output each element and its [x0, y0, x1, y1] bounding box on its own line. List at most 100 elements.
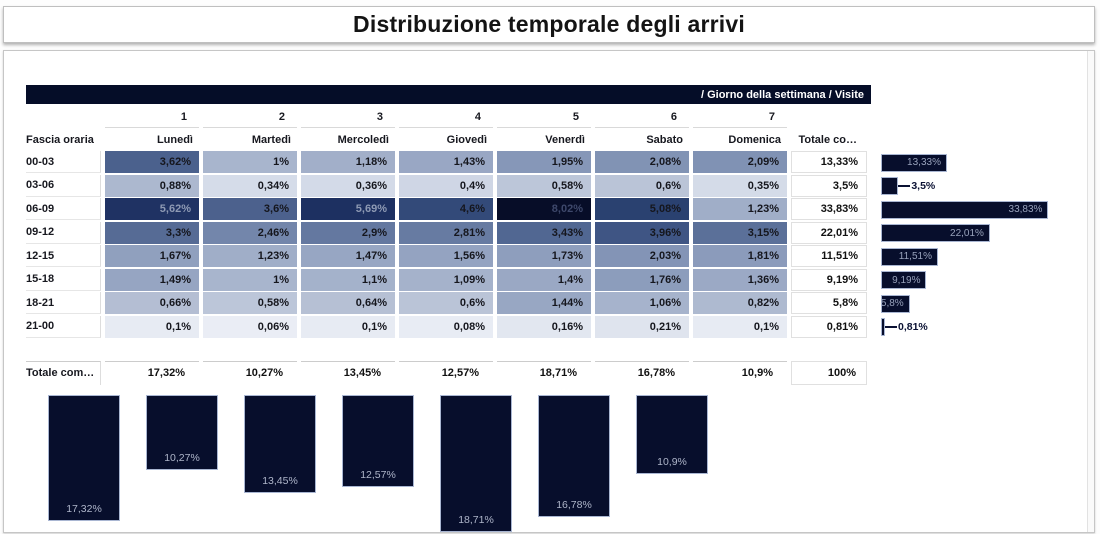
heatmap-cell[interactable]: 0,88%	[105, 174, 199, 197]
heatmap-cell[interactable]: 0,66%	[105, 292, 199, 314]
row-label[interactable]: 09-12	[26, 221, 101, 244]
heatmap-cell[interactable]: 3,62%	[105, 151, 199, 173]
heatmap-cell[interactable]: 1,18%	[301, 151, 395, 173]
heatmap-cell[interactable]: 1,1%	[301, 268, 395, 291]
column-total-bar-cell: 17,32%	[26, 394, 120, 534]
heatmap-cell[interactable]: 5,62%	[105, 198, 199, 220]
column-header-day[interactable]: Venerdì	[545, 134, 585, 146]
heatmap-cell[interactable]: 0,08%	[399, 315, 493, 338]
heatmap-cell[interactable]: 2,09%	[693, 151, 787, 173]
heatmap-cell[interactable]: 3,6%	[203, 198, 297, 220]
heatmap-cell[interactable]: 1,49%	[105, 268, 199, 291]
heatmap-cell[interactable]: 1,23%	[203, 245, 297, 267]
column-header-day[interactable]: Lunedì	[156, 134, 193, 146]
row-total-bar[interactable]: 33,83%	[881, 200, 1049, 219]
heatmap-cell[interactable]: 0,21%	[595, 315, 689, 338]
scrollbar-gutter[interactable]	[1087, 51, 1094, 532]
row-total-bar[interactable]	[881, 318, 885, 337]
heatmap-cell[interactable]: 1,4%	[497, 268, 591, 291]
heatmap-cell[interactable]: 1,36%	[693, 268, 787, 291]
column-total-bar[interactable]: 10,27%	[146, 394, 218, 470]
heatmap-cell[interactable]: 1%	[203, 268, 297, 291]
column-header-day[interactable]: Domenica	[728, 134, 781, 146]
heatmap-cell[interactable]: 2,46%	[203, 221, 297, 244]
heatmap-cell[interactable]: 0,1%	[693, 315, 787, 338]
bar-label-connector	[898, 185, 911, 188]
heatmap-cell[interactable]: 0,58%	[203, 292, 297, 314]
heatmap-cell[interactable]: 1,81%	[693, 245, 787, 267]
column-header-day[interactable]: Giovedì	[446, 134, 487, 146]
heatmap-cell[interactable]: 0,6%	[595, 174, 689, 197]
row-label[interactable]: 21-00	[26, 315, 101, 338]
heatmap-cell[interactable]: 1,76%	[595, 268, 689, 291]
column-total-bar[interactable]: 12,57%	[342, 394, 414, 487]
row-axis-label: Fascia oraria	[26, 134, 94, 146]
column-total-bar[interactable]: 18,71%	[440, 394, 512, 532]
heatmap-cell[interactable]: 2,81%	[399, 221, 493, 244]
heatmap-cell[interactable]: 1,09%	[399, 268, 493, 291]
row-label[interactable]: 18-21	[26, 292, 101, 314]
heatmap-cell[interactable]: 4,6%	[399, 198, 493, 220]
column-total-bar-label: 16,78%	[556, 499, 592, 512]
table-row: 21-00 0,1% 0,06% 0,1% 0,08% 0,16% 0,21% 0,1% 0,8…	[26, 315, 871, 338]
table-row: 06-09 5,62% 3,6% 5,69% 4,6% 8,02% 5,08% 1,23% 33…	[26, 198, 871, 220]
column-total-bar[interactable]: 16,78%	[538, 394, 610, 518]
heatmap-cell[interactable]: 0,35%	[693, 174, 787, 197]
row-label[interactable]: 03-06	[26, 174, 101, 197]
heatmap-cell[interactable]: 0,34%	[203, 174, 297, 197]
heatmap-cell[interactable]: 1,73%	[497, 245, 591, 267]
heatmap-cell[interactable]: 2,9%	[301, 221, 395, 244]
heatmap-cell[interactable]: 0,82%	[693, 292, 787, 314]
heatmap-cell[interactable]: 1,44%	[497, 292, 591, 314]
column-total-bar[interactable]: 17,32%	[48, 394, 120, 522]
row-total-bar[interactable]: 9,19%	[881, 271, 927, 290]
heatmap-cell[interactable]: 3,43%	[497, 221, 591, 244]
bar-label-connector	[885, 326, 897, 329]
heatmap-cell[interactable]: 5,08%	[595, 198, 689, 220]
column-total-bar[interactable]: 13,45%	[244, 394, 316, 494]
heatmap-cell[interactable]: 1,47%	[301, 245, 395, 267]
row-label[interactable]: 00-03	[26, 151, 101, 173]
row-total-value: 33,83%	[791, 198, 867, 220]
column-number: 1	[105, 104, 199, 128]
heatmap-cell[interactable]: 1,56%	[399, 245, 493, 267]
row-total-bar[interactable]: 11,51%	[881, 247, 938, 266]
heatmap-cell[interactable]: 0,1%	[301, 315, 395, 338]
heatmap-cell[interactable]: 1,95%	[497, 151, 591, 173]
heatmap-cell[interactable]: 1,06%	[595, 292, 689, 314]
heatmap-cell[interactable]: 2,08%	[595, 151, 689, 173]
heatmap-cell[interactable]: 0,06%	[203, 315, 297, 338]
row-total-bar[interactable]	[881, 177, 899, 196]
heatmap-cell[interactable]: 0,1%	[105, 315, 199, 338]
column-header-day[interactable]: Martedì	[251, 134, 291, 146]
row-total-bar-row: 0,81%	[881, 316, 1100, 340]
row-total-bar[interactable]: 22,01%	[881, 224, 990, 243]
column-total-bar-cell: 16,78%	[516, 394, 610, 534]
column-header-day[interactable]: Sabato	[646, 134, 683, 146]
heatmap-cell[interactable]: 2,03%	[595, 245, 689, 267]
column-total-value: 18,71%	[497, 360, 591, 385]
column-total-bar[interactable]: 10,9%	[636, 394, 708, 475]
row-label[interactable]: 15-18	[26, 268, 101, 291]
heatmap-cell[interactable]: 1,43%	[399, 151, 493, 173]
heatmap-cell[interactable]: 1,23%	[693, 198, 787, 220]
heatmap-cell[interactable]: 5,69%	[301, 198, 395, 220]
heatmap-cell[interactable]: 0,16%	[497, 315, 591, 338]
heatmap-cell[interactable]: 3,3%	[105, 221, 199, 244]
heatmap-cell[interactable]: 3,96%	[595, 221, 689, 244]
column-header-day[interactable]: Mercoledì	[337, 134, 389, 146]
row-total-bar[interactable]: 5,8%	[881, 294, 910, 313]
column-number: 3	[301, 104, 395, 128]
row-label[interactable]: 06-09	[26, 198, 101, 220]
heatmap-cell[interactable]: 3,15%	[693, 221, 787, 244]
heatmap-cell[interactable]: 0,4%	[399, 174, 493, 197]
heatmap-cell[interactable]: 1%	[203, 151, 297, 173]
heatmap-cell[interactable]: 0,6%	[399, 292, 493, 314]
heatmap-cell[interactable]: 1,67%	[105, 245, 199, 267]
heatmap-cell[interactable]: 8,02%	[497, 198, 591, 220]
heatmap-cell[interactable]: 0,36%	[301, 174, 395, 197]
row-total-bar[interactable]: 13,33%	[881, 153, 947, 172]
row-label[interactable]: 12-15	[26, 245, 101, 267]
heatmap-cell[interactable]: 0,58%	[497, 174, 591, 197]
heatmap-cell[interactable]: 0,64%	[301, 292, 395, 314]
